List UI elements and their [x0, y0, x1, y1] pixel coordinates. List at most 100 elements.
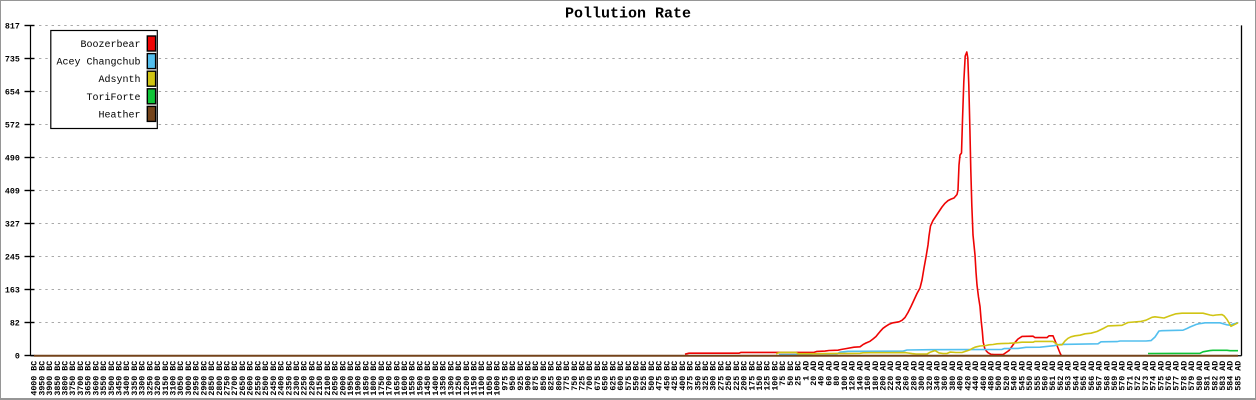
svg-text:240 AD: 240 AD [895, 361, 904, 391]
svg-text:460 AD: 460 AD [980, 361, 989, 391]
svg-text:0: 0 [15, 352, 20, 361]
svg-text:750 BC: 750 BC [571, 361, 580, 391]
svg-text:577 AD: 577 AD [1173, 361, 1182, 391]
svg-text:1150 BC: 1150 BC [471, 361, 480, 396]
svg-text:625 BC: 625 BC [609, 361, 618, 391]
svg-text:3950 BC: 3950 BC [38, 361, 47, 396]
svg-text:1600 BC: 1600 BC [401, 361, 410, 396]
svg-text:817: 817 [5, 22, 20, 31]
svg-text:578 AD: 578 AD [1180, 361, 1189, 391]
svg-text:567 AD: 567 AD [1096, 361, 1105, 391]
svg-text:654: 654 [5, 88, 20, 97]
svg-text:1350 BC: 1350 BC [440, 361, 449, 396]
svg-text:82: 82 [10, 319, 20, 328]
svg-text:2100 BC: 2100 BC [324, 361, 333, 396]
svg-text:440 AD: 440 AD [972, 361, 981, 391]
svg-text:1900 BC: 1900 BC [355, 361, 364, 396]
svg-text:490: 490 [5, 154, 20, 163]
svg-text:850 BC: 850 BC [540, 361, 549, 391]
svg-text:180 AD: 180 AD [872, 361, 881, 391]
svg-text:3600 BC: 3600 BC [92, 361, 101, 396]
svg-text:571 AD: 571 AD [1126, 361, 1135, 391]
svg-text:2350 BC: 2350 BC [285, 361, 294, 396]
svg-text:375 BC: 375 BC [687, 361, 696, 391]
svg-text:1950 BC: 1950 BC [347, 361, 356, 396]
svg-text:225 BC: 225 BC [733, 361, 742, 391]
svg-text:1850 BC: 1850 BC [362, 361, 371, 396]
svg-text:20 AD: 20 AD [810, 361, 819, 386]
svg-text:325 BC: 325 BC [702, 361, 711, 391]
svg-text:700 BC: 700 BC [586, 361, 595, 391]
svg-text:550 BC: 550 BC [633, 361, 642, 391]
svg-text:Pollution Rate: Pollution Rate [565, 6, 691, 23]
svg-text:280 AD: 280 AD [910, 361, 919, 391]
svg-text:1700 BC: 1700 BC [386, 361, 395, 396]
svg-text:140 AD: 140 AD [856, 361, 865, 391]
svg-text:150 BC: 150 BC [756, 361, 765, 391]
svg-text:576 AD: 576 AD [1165, 361, 1174, 391]
svg-text:572 AD: 572 AD [1134, 361, 1143, 391]
svg-text:245: 245 [5, 253, 20, 262]
svg-text:160 AD: 160 AD [864, 361, 873, 391]
svg-text:3300 BC: 3300 BC [139, 361, 148, 396]
svg-text:540 AD: 540 AD [1011, 361, 1020, 391]
svg-text:2800 BC: 2800 BC [216, 361, 225, 396]
svg-text:3150 BC: 3150 BC [162, 361, 171, 396]
svg-text:800 BC: 800 BC [555, 361, 564, 391]
svg-text:2500 BC: 2500 BC [262, 361, 271, 396]
svg-text:400 BC: 400 BC [679, 361, 688, 391]
svg-text:1250 BC: 1250 BC [455, 361, 464, 396]
svg-text:564 AD: 564 AD [1072, 361, 1081, 391]
svg-text:3100 BC: 3100 BC [170, 361, 179, 396]
svg-text:3500 BC: 3500 BC [108, 361, 117, 396]
svg-text:163: 163 [5, 286, 20, 295]
svg-text:450 BC: 450 BC [663, 361, 672, 391]
svg-text:2550 BC: 2550 BC [254, 361, 263, 396]
svg-text:380 AD: 380 AD [949, 361, 958, 391]
svg-text:600 BC: 600 BC [617, 361, 626, 391]
svg-text:775 BC: 775 BC [563, 361, 572, 391]
svg-text:579 AD: 579 AD [1188, 361, 1197, 391]
svg-text:3250 BC: 3250 BC [146, 361, 155, 396]
svg-text:125 BC: 125 BC [764, 361, 773, 391]
svg-text:650 BC: 650 BC [602, 361, 611, 391]
svg-text:582 AD: 582 AD [1211, 361, 1220, 391]
svg-text:2150 BC: 2150 BC [316, 361, 325, 396]
svg-text:250 BC: 250 BC [725, 361, 734, 391]
svg-text:425 BC: 425 BC [671, 361, 680, 391]
svg-text:1 AD: 1 AD [802, 361, 811, 381]
svg-text:500 BC: 500 BC [648, 361, 657, 391]
svg-text:1750 BC: 1750 BC [378, 361, 387, 396]
svg-text:560 AD: 560 AD [1042, 361, 1051, 391]
svg-text:584 AD: 584 AD [1227, 361, 1236, 391]
svg-text:220 AD: 220 AD [887, 361, 896, 391]
svg-text:583 AD: 583 AD [1219, 361, 1228, 391]
svg-text:2000 BC: 2000 BC [339, 361, 348, 396]
svg-text:1650 BC: 1650 BC [393, 361, 402, 396]
svg-text:Adsynth: Adsynth [98, 74, 140, 86]
svg-text:1000 BC: 1000 BC [494, 361, 503, 396]
svg-text:2450 BC: 2450 BC [270, 361, 279, 396]
svg-text:555 AD: 555 AD [1034, 361, 1043, 391]
svg-text:574 AD: 574 AD [1150, 361, 1159, 391]
svg-text:1450 BC: 1450 BC [424, 361, 433, 396]
svg-text:3800 BC: 3800 BC [62, 361, 71, 396]
svg-text:1050 BC: 1050 BC [486, 361, 495, 396]
svg-text:725 BC: 725 BC [579, 361, 588, 391]
svg-text:2750 BC: 2750 BC [224, 361, 233, 396]
svg-text:2200 BC: 2200 BC [308, 361, 317, 396]
svg-text:580 AD: 580 AD [1196, 361, 1205, 391]
svg-text:3700 BC: 3700 BC [77, 361, 86, 396]
svg-text:300 BC: 300 BC [710, 361, 719, 391]
svg-text:875 BC: 875 BC [532, 361, 541, 391]
svg-text:Heather: Heather [98, 109, 140, 121]
svg-text:2050 BC: 2050 BC [332, 361, 341, 396]
svg-text:825 BC: 825 BC [548, 361, 557, 391]
svg-text:480 AD: 480 AD [988, 361, 997, 391]
svg-text:3650 BC: 3650 BC [85, 361, 94, 396]
svg-text:2250 BC: 2250 BC [301, 361, 310, 396]
svg-text:350 BC: 350 BC [694, 361, 703, 391]
svg-text:925 BC: 925 BC [517, 361, 526, 391]
svg-text:581 AD: 581 AD [1204, 361, 1213, 391]
svg-text:565 AD: 565 AD [1080, 361, 1089, 391]
